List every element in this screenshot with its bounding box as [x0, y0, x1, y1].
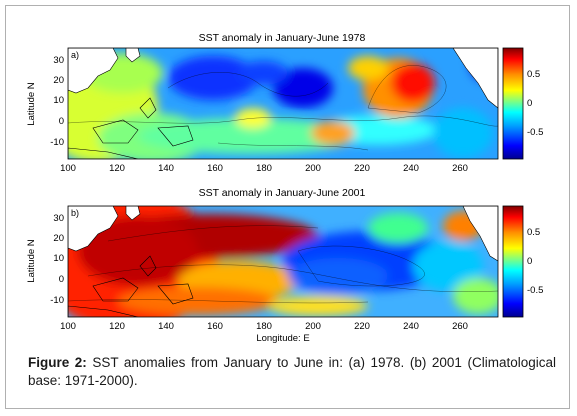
panel-a-x-axis: 100 120 140 160 180 200 220 240 260	[60, 163, 468, 174]
x-tick: 220	[354, 163, 370, 174]
panel-b-x-axis: 100 120 140 160 180 200 220 240 260	[60, 321, 468, 332]
figure-caption: Figure 2: SST anomalies from January to …	[28, 354, 556, 390]
x-tick: 240	[403, 163, 419, 174]
panel-b-ylabel: Latitude N	[26, 239, 37, 282]
panel-b-y-axis: 30 20 10 0 -10	[50, 213, 64, 306]
y-tick: -10	[50, 295, 64, 306]
panel-b-title: SST anomaly in January-June 2001	[199, 187, 366, 199]
x-tick: 100	[60, 163, 76, 174]
y-tick: 0	[59, 274, 64, 285]
panel-b-label: b)	[71, 208, 79, 218]
y-tick: 10	[53, 95, 64, 106]
figure-frame: SST anomaly in January-June 1978	[5, 5, 570, 409]
caption-label: Figure 2:	[28, 355, 87, 370]
colorbar-tick: 0.5	[527, 69, 540, 80]
panel-a: SST anomaly in January-June 1978	[26, 32, 543, 174]
x-tick: 200	[305, 163, 321, 174]
panel-a-map: a)	[67, 47, 499, 160]
x-tick: 140	[158, 163, 174, 174]
x-tick: 120	[109, 163, 125, 174]
colorbar-tick: -0.5	[527, 285, 543, 296]
panel-a-colorbar: 0.5 0 -0.5	[502, 47, 543, 160]
y-tick: 20	[53, 233, 64, 244]
figure-graphic: SST anomaly in January-June 1978	[26, 32, 543, 344]
panel-b: SST anomaly in January-June 2001	[26, 187, 543, 344]
x-tick: 160	[207, 163, 223, 174]
panel-a-ylabel: Latitude N	[26, 82, 37, 125]
caption-text: SST anomalies from January to June in: (…	[28, 355, 556, 388]
panel-b-colorbar: 0.5 0 -0.5	[502, 205, 543, 318]
x-tick: 240	[403, 321, 419, 332]
y-tick: 30	[53, 213, 64, 224]
panel-a-y-axis: 30 20 10 0 -10	[50, 55, 64, 148]
x-tick: 160	[207, 321, 223, 332]
x-tick: 180	[256, 321, 272, 332]
x-tick: 200	[305, 321, 321, 332]
x-tick: 140	[158, 321, 174, 332]
y-tick: 20	[53, 75, 64, 86]
x-tick: 120	[109, 321, 125, 332]
panel-a-title: SST anomaly in January-June 1978	[199, 32, 366, 44]
x-tick: 260	[452, 163, 468, 174]
y-tick: 0	[59, 116, 64, 127]
colorbar-tick: 0	[527, 98, 532, 109]
panel-a-label: a)	[71, 50, 79, 60]
x-tick: 260	[452, 321, 468, 332]
x-tick: 100	[60, 321, 76, 332]
y-tick: 30	[53, 55, 64, 66]
x-tick: 180	[256, 163, 272, 174]
colorbar-tick: 0.5	[527, 227, 540, 238]
panel-b-xlabel: Longitude: E	[256, 333, 309, 344]
colorbar-tick: 0	[527, 256, 532, 267]
x-tick: 220	[354, 321, 370, 332]
y-tick: -10	[50, 137, 64, 148]
y-tick: 10	[53, 253, 64, 264]
colorbar-tick: -0.5	[527, 127, 543, 138]
panel-b-map: b)	[67, 205, 499, 318]
